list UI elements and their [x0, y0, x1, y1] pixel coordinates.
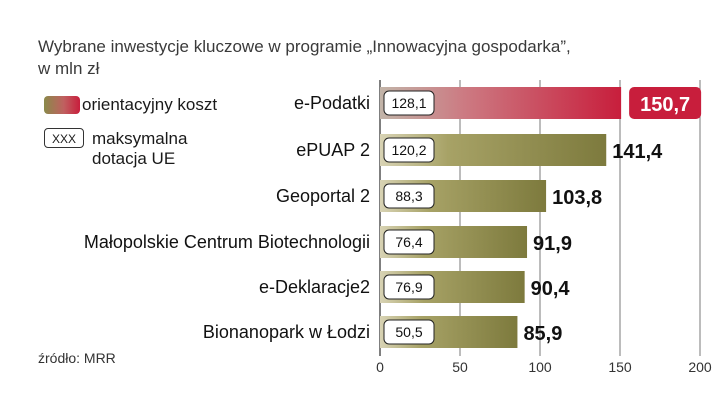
legend-max-label-line-2: dotacja UE — [92, 149, 176, 168]
x-tick-label: 0 — [376, 359, 384, 375]
cost-value-label: 103,8 — [552, 187, 602, 209]
category-label: Geoportal 2 — [276, 186, 370, 206]
cost-value-label: 150,7 — [640, 94, 690, 116]
category-label: Bionanopark w Łodzi — [203, 322, 370, 342]
category-label: ePUAP 2 — [296, 140, 370, 160]
subsidy-box — [383, 183, 435, 209]
subsidy-value-label: 128,1 — [391, 95, 426, 111]
chart-title: Wybrane inwestycje kluczowe w programie … — [38, 36, 698, 80]
x-tick-label: 50 — [452, 359, 468, 375]
chart-title-line-1: Wybrane inwestycje kluczowe w programie … — [38, 37, 571, 56]
legend-max-box: XXX — [44, 128, 84, 148]
highlight-value-badge — [629, 87, 702, 119]
subsidy-value-label: 76,9 — [395, 279, 422, 295]
subsidy-box — [383, 90, 435, 116]
legend-max-label-line-1: maksymalna — [92, 129, 188, 148]
subsidy-value-label: 120,2 — [391, 142, 426, 158]
source-note: źródło: MRR — [38, 350, 116, 366]
cost-value-label: 85,9 — [523, 323, 562, 345]
subsidy-value-label: 76,4 — [395, 234, 422, 250]
subsidy-box — [383, 274, 435, 300]
category-label: e-Podatki — [294, 93, 370, 113]
category-label: e-Deklaracje2 — [259, 277, 370, 297]
chart-title-line-2: w mln zł — [38, 59, 100, 78]
subsidy-box — [383, 137, 435, 163]
legend-cost-label: orientacyjny koszt — [82, 95, 218, 114]
x-tick-label: 200 — [688, 359, 712, 375]
subsidy-box — [383, 229, 435, 255]
x-tick-label: 100 — [528, 359, 552, 375]
cost-value-label: 91,9 — [533, 233, 572, 255]
subsidy-value-label: 50,5 — [395, 324, 422, 340]
cost-value-label: 90,4 — [531, 278, 571, 300]
legend-cost-swatch — [44, 96, 80, 114]
subsidy-value-label: 88,3 — [395, 188, 422, 204]
x-tick-label: 150 — [608, 359, 632, 375]
category-label: Małopolskie Centrum Biotechnologii — [84, 232, 370, 252]
cost-value-label: 141,4 — [612, 141, 663, 163]
subsidy-box — [383, 319, 435, 345]
